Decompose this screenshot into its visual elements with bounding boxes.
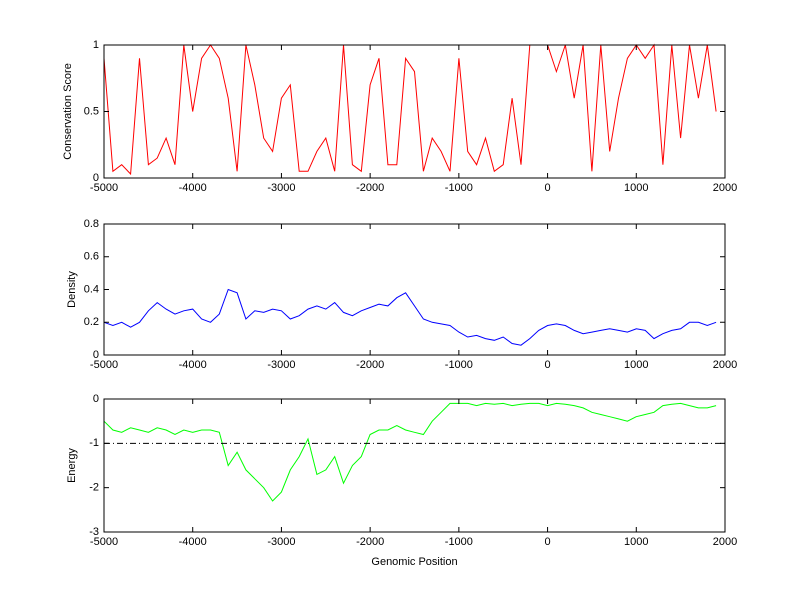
x-tick-label: 0 xyxy=(545,536,551,548)
y-tick-label: 1 xyxy=(93,39,99,51)
y-axis-label: Conservation Score xyxy=(62,63,74,160)
x-tick-label: -2000 xyxy=(356,182,384,194)
x-tick-label: -4000 xyxy=(179,359,207,371)
x-tick-label: -2000 xyxy=(356,359,384,371)
x-tick-label: -1000 xyxy=(445,182,473,194)
y-tick-label: 0.8 xyxy=(84,218,99,230)
x-axis-label: Genomic Position xyxy=(371,556,457,568)
axes-box xyxy=(103,44,726,179)
x-tick-label: 2000 xyxy=(713,536,737,548)
x-tick-label: -1000 xyxy=(445,536,473,548)
x-tick-label: -1000 xyxy=(445,359,473,371)
y-axis-label: Energy xyxy=(66,448,78,483)
axes-box xyxy=(103,223,726,356)
x-tick-label: -5000 xyxy=(90,359,118,371)
y-tick-label: 0.4 xyxy=(84,283,99,295)
x-tick-label: -3000 xyxy=(267,536,295,548)
y-axis-label: Density xyxy=(66,271,78,308)
data-line xyxy=(103,402,717,502)
x-tick-label: 2000 xyxy=(713,182,737,194)
y-tick-label: 0 xyxy=(93,349,99,361)
x-tick-label: -4000 xyxy=(179,182,207,194)
x-tick-label: 0 xyxy=(545,359,551,371)
y-tick-label: 0.5 xyxy=(84,105,99,117)
y-tick-label: -3 xyxy=(89,526,99,538)
y-tick-label: 0 xyxy=(93,393,99,405)
x-tick-label: 1000 xyxy=(624,536,648,548)
x-tick-label: -2000 xyxy=(356,536,384,548)
x-tick-label: 0 xyxy=(545,182,551,194)
y-tick-label: 0.6 xyxy=(84,251,99,263)
x-tick-label: -3000 xyxy=(267,359,295,371)
x-tick-label: -4000 xyxy=(179,536,207,548)
data-line xyxy=(103,288,717,346)
y-tick-label: 0.2 xyxy=(84,316,99,328)
axes-box xyxy=(103,398,726,533)
x-tick-label: -5000 xyxy=(90,182,118,194)
data-line xyxy=(103,43,717,176)
x-tick-label: -5000 xyxy=(90,536,118,548)
y-tick-label: 0 xyxy=(93,172,99,184)
x-tick-label: 1000 xyxy=(624,359,648,371)
y-tick-label: -1 xyxy=(89,437,99,449)
x-tick-label: -3000 xyxy=(267,182,295,194)
x-tick-label: 1000 xyxy=(624,182,648,194)
x-tick-label: 2000 xyxy=(713,359,737,371)
y-tick-label: -2 xyxy=(89,482,99,494)
